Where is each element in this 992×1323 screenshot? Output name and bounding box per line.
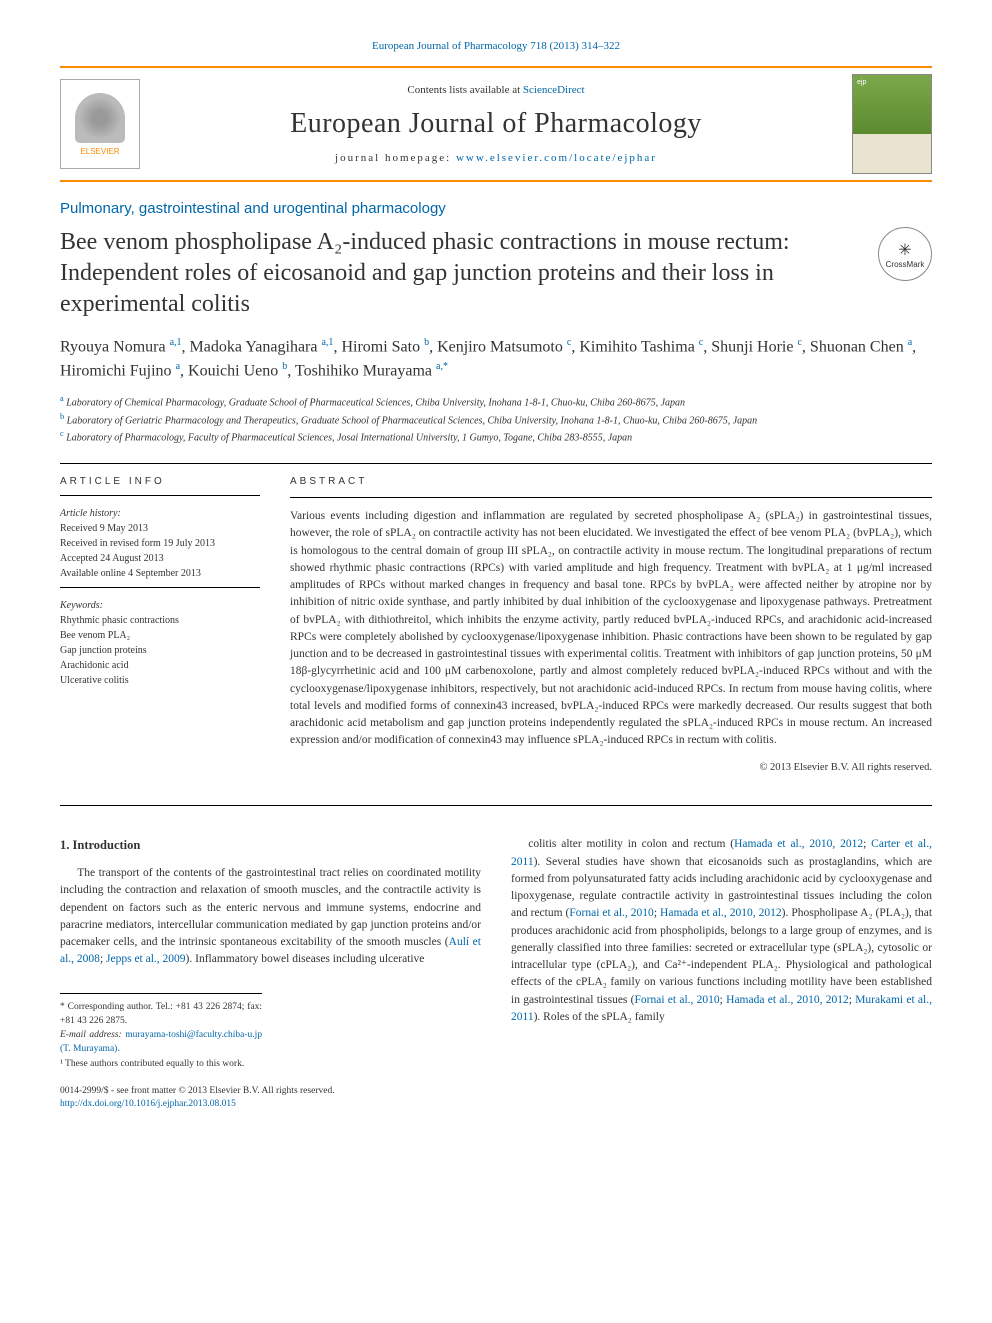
crossmark-icon: ✳︎ <box>898 240 911 260</box>
top-citation: European Journal of Pharmacology 718 (20… <box>60 40 932 52</box>
history-accepted: Accepted 24 August 2013 <box>60 551 260 566</box>
keyword: Ulcerative colitis <box>60 673 260 688</box>
article-section: Pulmonary, gastrointestinal and urogenti… <box>60 200 932 217</box>
article-title: Bee venom phospholipase A₂-induced phasi… <box>60 227 866 321</box>
affiliations: a Laboratory of Chemical Pharmacology, G… <box>60 393 932 445</box>
keyword: Bee venom PLA₂ <box>60 628 260 643</box>
elsevier-label: ELSEVIER <box>80 147 119 156</box>
aff-sup: c <box>60 429 64 438</box>
contents-line: Contents lists available at ScienceDirec… <box>140 84 852 96</box>
intro-heading: 1. Introduction <box>60 836 481 855</box>
keyword: Rhythmic phasic contractions <box>60 613 260 628</box>
history-label: Article history: <box>60 506 260 521</box>
aff-sup: b <box>60 412 64 421</box>
divider <box>290 497 932 498</box>
journal-cover-thumb: ejp <box>852 74 932 174</box>
contents-prefix: Contents lists available at <box>407 84 522 96</box>
body-columns: 1. Introduction The transport of the con… <box>60 836 932 1111</box>
top-citation-link[interactable]: European Journal of Pharmacology 718 (20… <box>372 40 620 52</box>
elsevier-logo: ELSEVIER <box>60 79 140 169</box>
aff-text: Laboratory of Pharmacology, Faculty of P… <box>66 432 632 443</box>
aff-sup: a <box>60 394 64 403</box>
crossmark-label: CrossMark <box>886 260 925 269</box>
equal-contribution: ¹ These authors contributed equally to t… <box>60 1057 262 1071</box>
journal-name: European Journal of Pharmacology <box>140 108 852 140</box>
sciencedirect-link[interactable]: ScienceDirect <box>523 84 585 96</box>
keyword: Arachidonic acid <box>60 658 260 673</box>
keywords-label: Keywords: <box>60 598 260 613</box>
journal-header: ELSEVIER Contents lists available at Sci… <box>60 66 932 182</box>
affiliation-b: b Laboratory of Geriatric Pharmacology a… <box>60 411 932 428</box>
aff-text: Laboratory of Geriatric Pharmacology and… <box>67 415 757 426</box>
divider <box>60 587 260 588</box>
crossmark-badge[interactable]: ✳︎ CrossMark <box>878 227 932 281</box>
homepage-line: journal homepage: www.elsevier.com/locat… <box>140 152 852 164</box>
column-left: 1. Introduction The transport of the con… <box>60 836 481 1111</box>
aff-text: Laboratory of Chemical Pharmacology, Gra… <box>66 398 685 409</box>
affiliation-c: c Laboratory of Pharmacology, Faculty of… <box>60 428 932 445</box>
abstract-rights: © 2013 Elsevier B.V. All rights reserved… <box>290 760 932 776</box>
divider <box>60 495 260 496</box>
homepage-prefix: journal homepage: <box>335 152 456 164</box>
divider <box>60 463 932 464</box>
footnotes: * Corresponding author. Tel.: +81 43 226… <box>60 993 262 1071</box>
corresponding-author: * Corresponding author. Tel.: +81 43 226… <box>60 1000 262 1029</box>
email-line: E-mail address: murayama-toshi@faculty.c… <box>60 1028 262 1057</box>
info-abstract-row: ARTICLE INFO Article history: Received 9… <box>60 474 932 775</box>
article-info: ARTICLE INFO Article history: Received 9… <box>60 474 260 775</box>
intro-col2: colitis alter motility in colon and rect… <box>511 836 932 1026</box>
elsevier-tree-icon <box>75 93 125 143</box>
intro-col1: The transport of the contents of the gas… <box>60 865 481 969</box>
history-received: Received 9 May 2013 <box>60 521 260 536</box>
column-right: colitis alter motility in colon and rect… <box>511 836 932 1111</box>
history-revised: Received in revised form 19 July 2013 <box>60 536 260 551</box>
divider <box>60 805 932 806</box>
keyword: Gap junction proteins <box>60 643 260 658</box>
footer-block: 0014-2999/$ - see front matter © 2013 El… <box>60 1085 481 1112</box>
doi-link[interactable]: http://dx.doi.org/10.1016/j.ejphar.2013.… <box>60 1099 236 1109</box>
article-info-heading: ARTICLE INFO <box>60 474 260 489</box>
affiliation-a: a Laboratory of Chemical Pharmacology, G… <box>60 393 932 410</box>
history-online: Available online 4 September 2013 <box>60 566 260 581</box>
issn-line: 0014-2999/$ - see front matter © 2013 El… <box>60 1085 481 1098</box>
header-center: Contents lists available at ScienceDirec… <box>140 84 852 164</box>
email-label: E-mail address: <box>60 1030 125 1040</box>
title-row: Bee venom phospholipase A₂-induced phasi… <box>60 227 932 335</box>
abstract: ABSTRACT Various events including digest… <box>290 474 932 775</box>
homepage-link[interactable]: www.elsevier.com/locate/ejphar <box>456 152 657 164</box>
author-list: Ryouya Nomura a,1, Madoka Yanagihara a,1… <box>60 335 932 384</box>
abstract-heading: ABSTRACT <box>290 474 932 489</box>
abstract-text: Various events including digestion and i… <box>290 508 932 750</box>
